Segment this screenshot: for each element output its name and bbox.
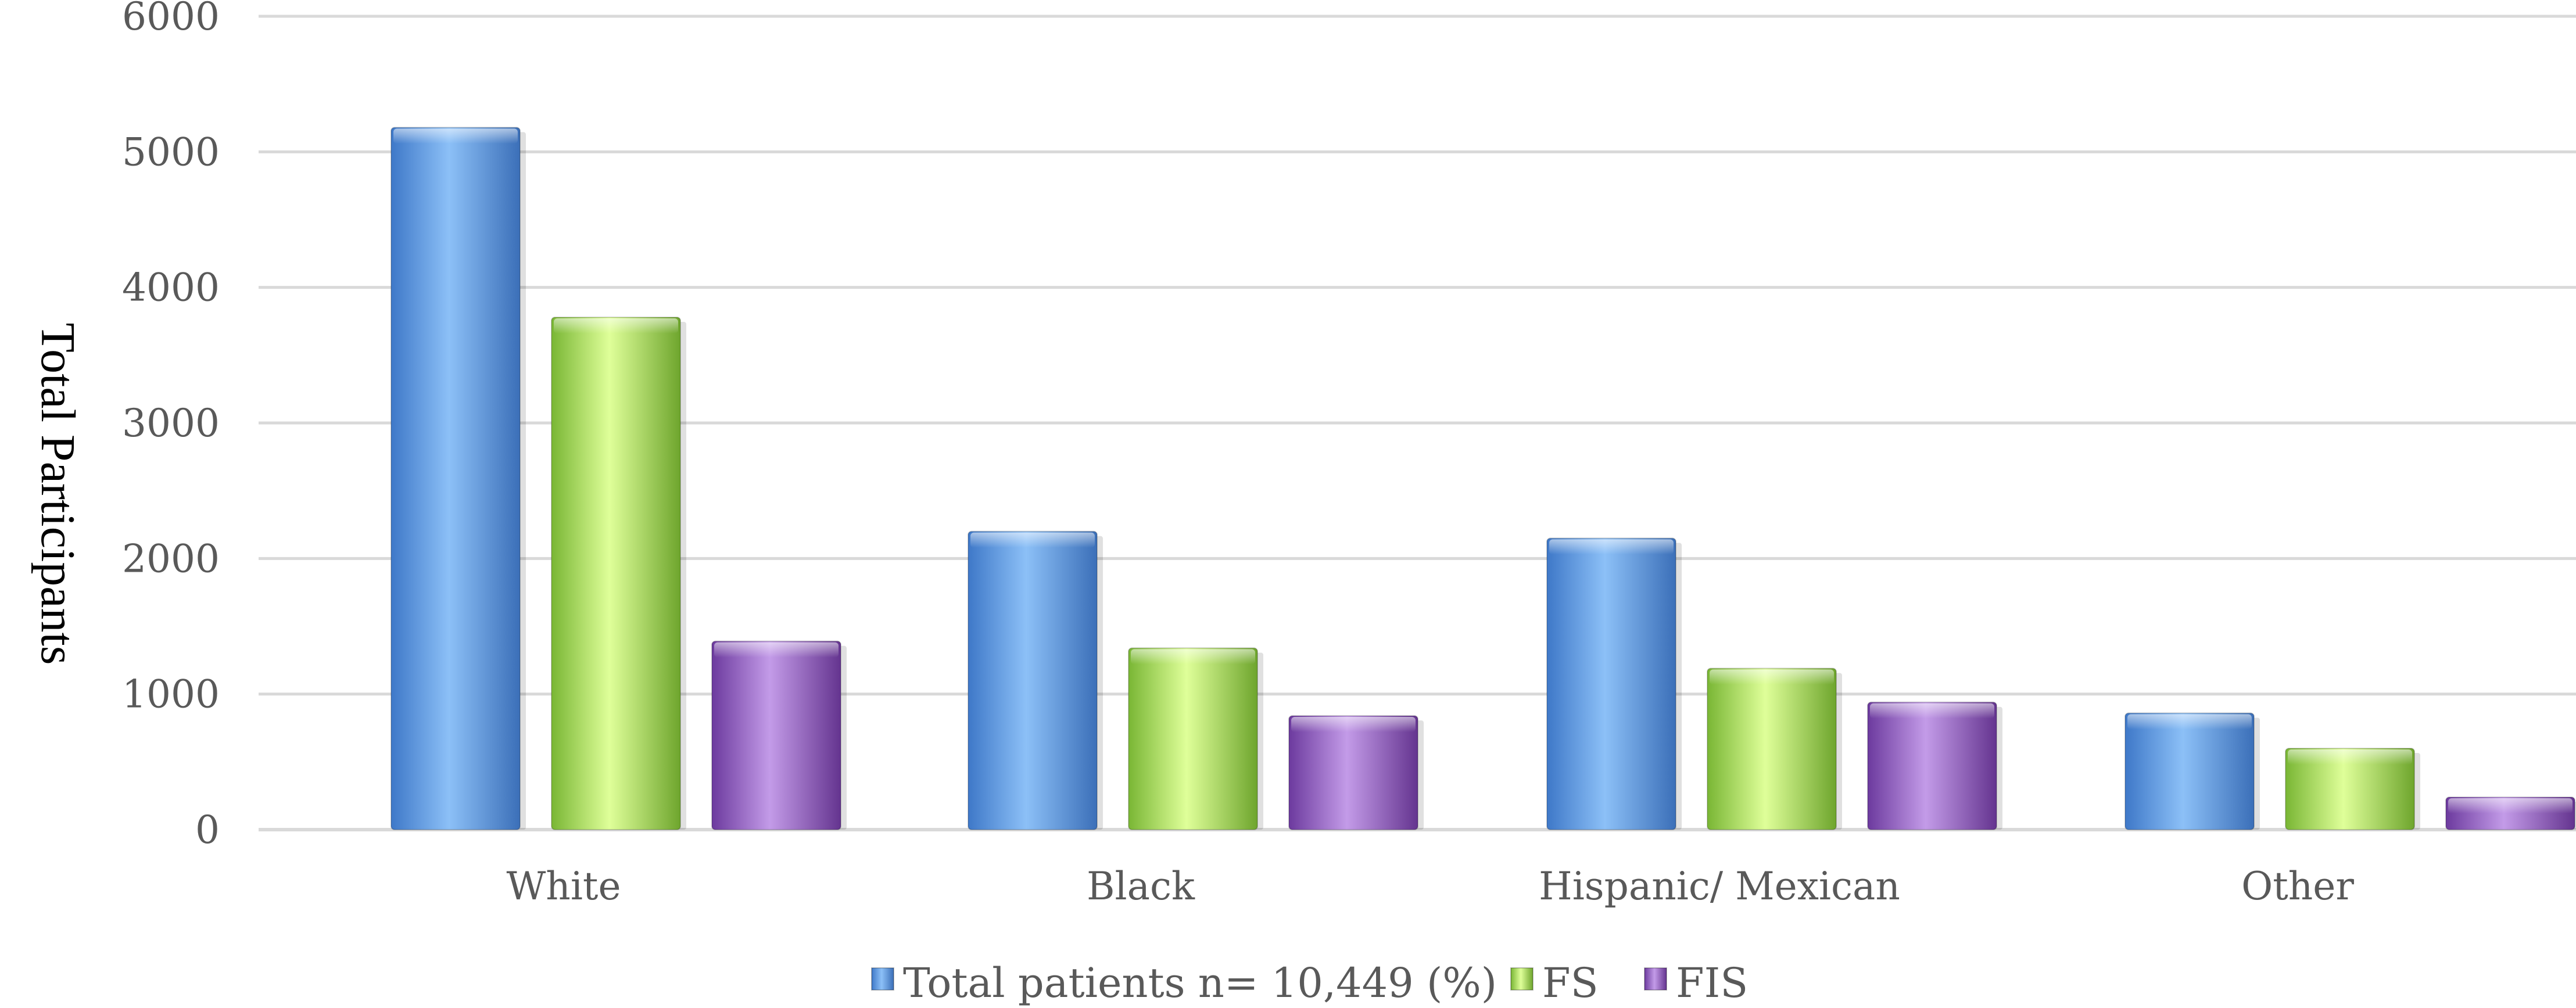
legend-item: Total patients n= 10,449 (%) [871, 959, 1497, 1007]
x-category-label: Other [2241, 864, 2354, 909]
y-tick-label: 4000 [122, 266, 220, 310]
bar-highlight [1291, 717, 1416, 732]
legend-swatch [871, 967, 894, 991]
bar-body [1867, 701, 1997, 830]
bar-body [1707, 668, 1837, 831]
bar-highlight [393, 128, 518, 144]
x-category-label: Hispanic/ Mexican [1539, 864, 1900, 909]
y-tick-label: 0 [195, 808, 220, 852]
bar-highlight [714, 642, 839, 658]
bar-highlight [2288, 749, 2412, 765]
bar-white-fs [551, 317, 686, 830]
bar-hispanic-mexican-fis [1867, 701, 2002, 830]
legend-label: FS [1542, 959, 1599, 1007]
x-category-label: Black [1087, 864, 1195, 909]
bar-black-fs [1128, 647, 1263, 831]
bar-body [1546, 537, 1676, 830]
bar-black-total [968, 530, 1103, 830]
y-tick-label: 3000 [122, 401, 220, 446]
bar-body [968, 530, 1098, 830]
bar-other-fs [2285, 748, 2420, 830]
y-axis-ticks: 0 1000 2000 3000 4000 5000 6000 [122, 0, 220, 852]
bar-highlight [1549, 539, 1674, 555]
legend-item: FS [1510, 959, 1599, 1007]
bar-hispanic-mexican-total [1546, 537, 1682, 830]
legend: Total patients n= 10,449 (%) FS FIS [871, 959, 1748, 1007]
legend-label: FIS [1676, 959, 1748, 1007]
bar-highlight [2448, 798, 2573, 813]
y-tick-label: 2000 [122, 536, 220, 581]
bar-highlight [1710, 669, 1834, 685]
x-category-label: White [506, 864, 621, 909]
y-axis-title: Total Participants [31, 323, 85, 665]
legend-label: Total patients n= 10,449 (%) [903, 959, 1497, 1007]
legend-swatch [1510, 967, 1534, 991]
bar-highlight [1870, 703, 1994, 719]
bar-black-fis [1288, 715, 1424, 830]
bar-highlight [970, 532, 1095, 548]
legend-swatch [1644, 967, 1667, 991]
bar-highlight [1131, 649, 1255, 665]
bar-body [2124, 712, 2255, 831]
y-tick-label: 6000 [122, 0, 220, 39]
bar-highlight [2127, 714, 2252, 730]
legend-item: FIS [1644, 959, 1748, 1007]
bar-white-fis [711, 640, 847, 830]
x-axis-categories: White Black Hispanic/ Mexican Other [506, 864, 2354, 909]
bar-hispanic-mexican-fs [1707, 668, 1842, 831]
bar-body [1128, 647, 1258, 831]
y-tick-label: 1000 [122, 672, 220, 717]
bar-body [2285, 748, 2415, 830]
y-tick-label: 5000 [122, 130, 220, 174]
bar-body [390, 127, 521, 830]
bar-highlight [554, 318, 678, 333]
bar-body [1288, 715, 1418, 830]
bar-other-fis [2445, 797, 2576, 830]
bar-body [551, 317, 681, 830]
bar-body [711, 640, 841, 830]
bars [390, 127, 2576, 831]
bar-other-total [2124, 712, 2260, 831]
bar-white-total [390, 127, 526, 830]
